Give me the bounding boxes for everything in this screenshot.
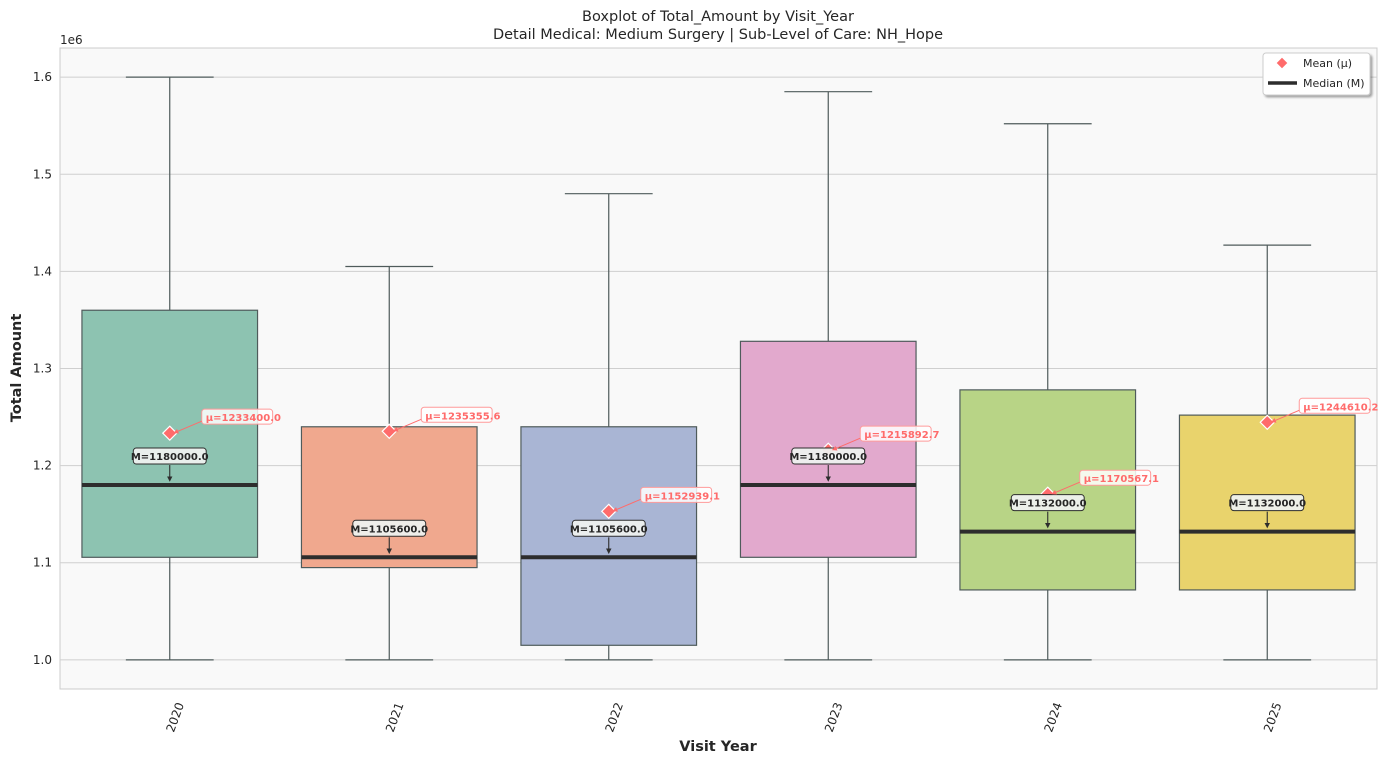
box-2020	[81, 76, 259, 661]
chart-title: Boxplot of Total_Amount by Visit_Year	[582, 9, 854, 25]
y-tick-label: 1.6	[33, 70, 52, 84]
mean-arrow	[1270, 409, 1300, 423]
legend: Mean (μ) Median (M)	[1262, 52, 1371, 96]
mean-label: μ=1244610.2	[1303, 402, 1378, 413]
y-tick-label: 1.1	[33, 556, 52, 570]
x-ticks: 2020 2021 2022 2023 2024 2025	[163, 701, 1284, 734]
y-tick-label: 1.2	[33, 459, 52, 473]
box-2024	[959, 123, 1137, 661]
median-label-box	[352, 519, 427, 537]
mean-arrow	[173, 420, 202, 434]
x-tick-label: 2025	[1261, 701, 1285, 734]
y-offset-label: 1e6	[60, 33, 83, 47]
mean-label: μ=1152939.1	[645, 491, 720, 502]
median-label: M=1180000.0	[131, 452, 209, 463]
mean-label-box	[640, 486, 713, 503]
mean-arrow	[1051, 481, 1080, 495]
median-label-box	[1230, 494, 1305, 512]
grid-lines	[60, 76, 1377, 661]
x-tick-label: 2024	[1041, 701, 1065, 734]
legend-mean-label: Mean (μ)	[1303, 57, 1352, 70]
mean-label-box	[1298, 397, 1371, 414]
y-ticks: 1.0 1.1 1.2 1.3 1.4 1.5 1.6	[33, 70, 52, 667]
x-axis-label: Visit Year	[679, 739, 757, 755]
y-tick-label: 1.3	[33, 362, 52, 376]
mean-label: μ=1233400.0	[206, 413, 281, 424]
legend-median-label: Median (M)	[1303, 77, 1365, 90]
x-tick-label: 2023	[822, 701, 846, 734]
median-label-box	[791, 447, 866, 465]
mean-label: μ=1235355.6	[425, 411, 500, 422]
mean-arrow	[392, 418, 422, 432]
mean-label-box	[1079, 469, 1152, 486]
mean-label: μ=1170567.1	[1084, 474, 1159, 485]
mean-label-box	[859, 425, 932, 442]
y-tick-label: 1.5	[33, 167, 52, 181]
mean-label-box	[201, 408, 274, 425]
x-tick-label: 2021	[383, 701, 407, 734]
median-label-box	[571, 519, 646, 537]
median-label: M=1132000.0	[1228, 499, 1306, 510]
mean-arrow	[612, 498, 641, 512]
median-label-box	[1010, 494, 1085, 512]
y-tick-label: 1.0	[33, 653, 52, 667]
median-label: M=1180000.0	[789, 452, 867, 463]
x-tick-label: 2020	[163, 701, 187, 734]
legend-mean-marker	[1275, 56, 1289, 70]
median-label-box	[132, 447, 207, 465]
y-axis-label: Total Amount	[9, 314, 25, 423]
boxes-group	[81, 76, 1356, 661]
annotation-group: M=1180000.0 μ=1233400.0 M=1105600.0 μ=12353…	[131, 397, 1378, 555]
median-label: M=1105600.0	[570, 524, 648, 535]
x-tick-label: 2022	[602, 701, 626, 734]
median-label: M=1132000.0	[1009, 499, 1087, 510]
chart-subtitle: Detail Medical: Medium Surgery | Sub-Lev…	[493, 27, 943, 43]
mean-label: μ=1215892.7	[864, 430, 939, 441]
median-label: M=1105600.0	[350, 524, 428, 535]
mean-label-box	[420, 406, 493, 423]
y-tick-label: 1.4	[33, 264, 52, 278]
mean-arrow	[831, 437, 861, 451]
